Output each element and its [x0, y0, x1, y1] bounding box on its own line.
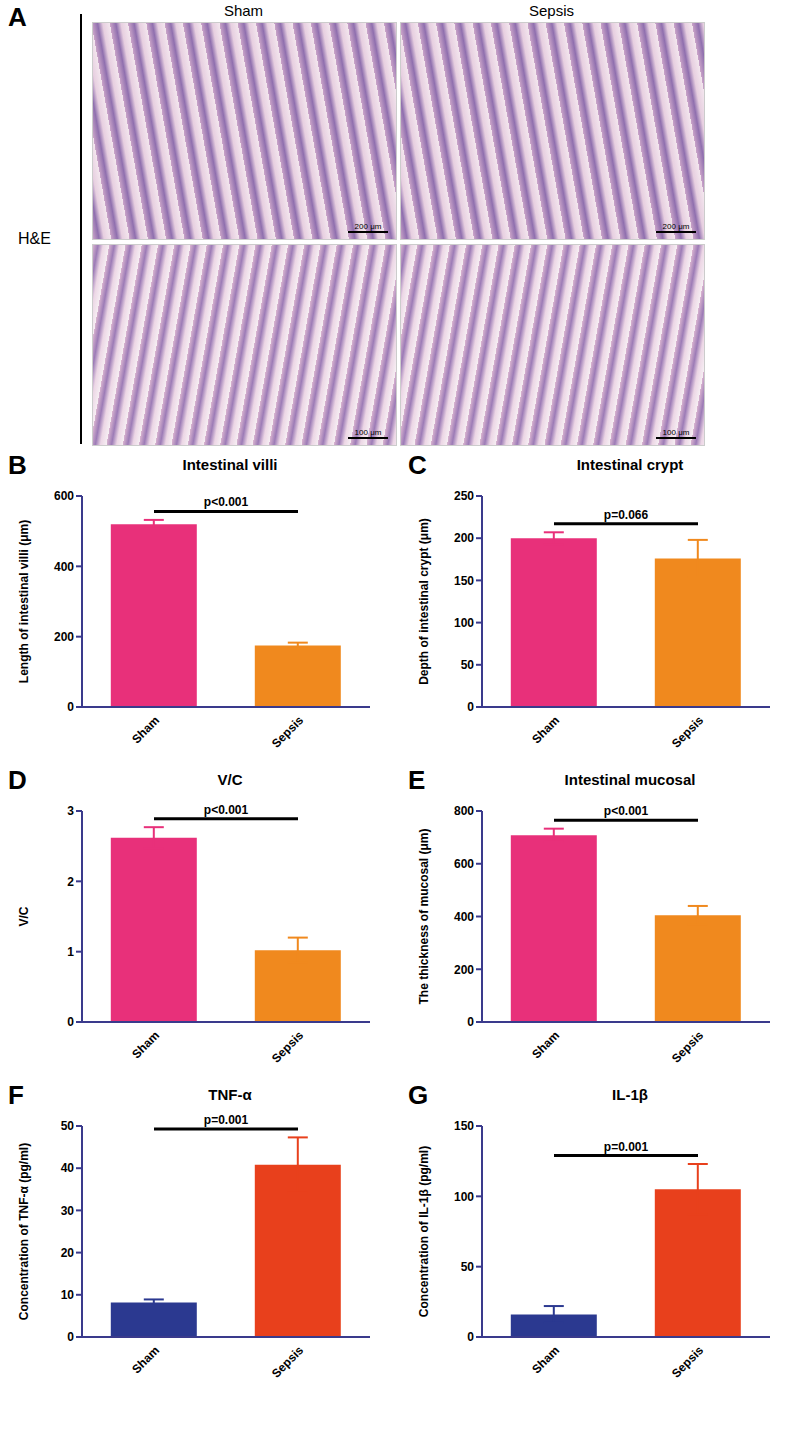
svg-text:1: 1 — [67, 945, 74, 959]
svg-text:p=0.001: p=0.001 — [604, 1140, 649, 1154]
svg-text:Depth of intestinal crypt (μm): Depth of intestinal crypt (μm) — [417, 518, 431, 685]
svg-text:Sham: Sham — [129, 1028, 162, 1061]
svg-text:Sepsis: Sepsis — [669, 1028, 706, 1065]
svg-text:p<0.001: p<0.001 — [204, 803, 249, 817]
svg-text:3: 3 — [67, 804, 74, 818]
html-text:B: B — [8, 450, 27, 480]
svg-text:200: 200 — [54, 630, 74, 644]
html-text:A: A — [8, 2, 27, 32]
svg-text:50: 50 — [461, 658, 475, 672]
svg-text:150: 150 — [454, 1119, 474, 1133]
html-text:TNF-α: TNF-α — [208, 1086, 252, 1103]
svg-text:0: 0 — [67, 1330, 74, 1344]
html-text:Intestinal villi: Intestinal villi — [182, 456, 278, 473]
svg-text:Sham: Sham — [529, 1343, 562, 1376]
svg-text:Sepsis: Sepsis — [669, 1343, 706, 1380]
html-text:Intestinal mucosal: Intestinal mucosal — [564, 771, 696, 788]
html-text:200 μm: 200 μm — [662, 222, 690, 231]
svg-text:p<0.001: p<0.001 — [204, 495, 249, 509]
svg-text:20: 20 — [61, 1246, 75, 1260]
svg-text:Sepsis: Sepsis — [269, 1343, 306, 1380]
html-text:V/C: V/C — [217, 771, 243, 788]
svg-text:Concentration of IL-1β (pg/ml): Concentration of IL-1β (pg/ml) — [417, 1146, 431, 1317]
svg-text:V/C: V/C — [17, 906, 31, 926]
svg-text:The thickness of mucosal (μm): The thickness of mucosal (μm) — [417, 828, 431, 1004]
svg-text:150: 150 — [454, 574, 474, 588]
svg-text:30: 30 — [61, 1204, 75, 1218]
svg-text:200: 200 — [454, 531, 474, 545]
svg-text:400: 400 — [454, 910, 474, 924]
html-text:100 μm: 100 μm — [662, 428, 690, 437]
svg-text:50: 50 — [461, 1260, 475, 1274]
html-text:G: G — [408, 1080, 429, 1110]
html-text:IL-1β: IL-1β — [612, 1086, 648, 1103]
svg-text:2: 2 — [67, 875, 74, 889]
svg-text:0: 0 — [467, 700, 474, 714]
svg-text:100: 100 — [454, 616, 474, 630]
svg-text:250: 250 — [454, 489, 474, 503]
svg-text:50: 50 — [61, 1119, 75, 1133]
svg-text:600: 600 — [54, 489, 74, 503]
svg-text:800: 800 — [454, 804, 474, 818]
svg-text:Length of intestinal villi (μm: Length of intestinal villi (μm) — [17, 520, 31, 683]
svg-text:p=0.066: p=0.066 — [604, 508, 649, 522]
html-text:Sham: Sham — [223, 2, 264, 19]
svg-text:0: 0 — [67, 700, 74, 714]
svg-text:Sham: Sham — [529, 1028, 562, 1061]
svg-text:Sepsis: Sepsis — [669, 713, 706, 750]
svg-text:400: 400 — [54, 560, 74, 574]
svg-text:Concentration of TNF-α (pg/ml): Concentration of TNF-α (pg/ml) — [17, 1143, 31, 1320]
svg-text:100: 100 — [454, 1190, 474, 1204]
svg-text:Sham: Sham — [129, 1343, 162, 1376]
svg-text:600: 600 — [454, 857, 474, 871]
html-text:H&E: H&E — [18, 230, 51, 247]
svg-text:Sepsis: Sepsis — [269, 1028, 306, 1065]
html-text:C: C — [408, 450, 427, 480]
html-text:Sepsis: Sepsis — [529, 2, 574, 19]
svg-text:Sepsis: Sepsis — [269, 713, 306, 750]
html-text:F: F — [8, 1080, 24, 1110]
svg-text:0: 0 — [67, 1015, 74, 1029]
svg-text:40: 40 — [61, 1161, 75, 1175]
svg-text:Sham: Sham — [129, 713, 162, 746]
html-text:E: E — [408, 765, 426, 795]
html-text:200 μm: 200 μm — [354, 222, 382, 231]
svg-text:Sham: Sham — [529, 713, 562, 746]
svg-text:0: 0 — [467, 1330, 474, 1344]
html-text:Intestinal crypt: Intestinal crypt — [576, 456, 684, 473]
svg-text:p=0.001: p=0.001 — [204, 1113, 249, 1127]
svg-text:0: 0 — [467, 1015, 474, 1029]
svg-text:p<0.001: p<0.001 — [604, 804, 649, 818]
svg-text:10: 10 — [61, 1288, 75, 1302]
svg-text:200: 200 — [454, 963, 474, 977]
html-text:100 μm: 100 μm — [354, 428, 382, 437]
html-text:D: D — [8, 765, 27, 795]
